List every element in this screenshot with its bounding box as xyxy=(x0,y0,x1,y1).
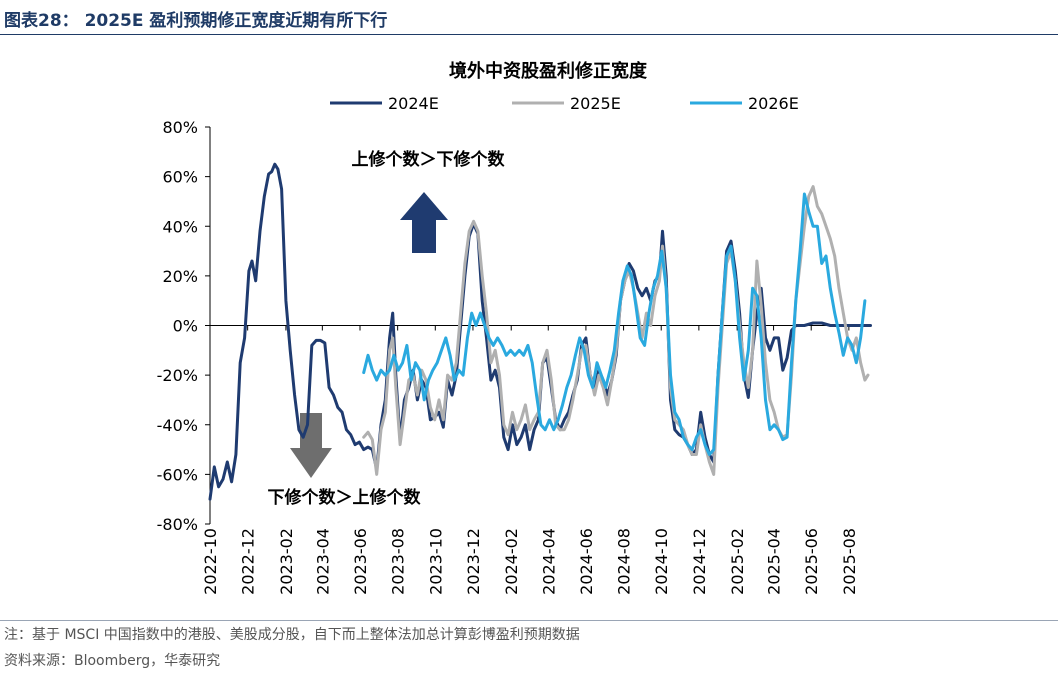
footer-divider xyxy=(0,620,1058,621)
annotation-arrows xyxy=(290,192,448,478)
source-note: 资料来源：Bloomberg，华泰研究 xyxy=(4,653,221,669)
legend: 2024E 2025E 2026E xyxy=(330,94,799,113)
x-tick-label: 2024-10 xyxy=(652,528,671,595)
x-tick-label: 2023-10 xyxy=(426,528,445,595)
footnote: 注：基于 MSCI 中国指数中的港股、美股成分股，自下而上整体法加总计算彭博盈利… xyxy=(4,627,580,643)
x-tick-label: 2025-08 xyxy=(840,528,859,595)
legend-label-2024E: 2024E xyxy=(388,94,439,113)
x-tick-label: 2023-08 xyxy=(389,528,408,595)
annotation-down: 下修个数＞上修个数 xyxy=(268,487,422,508)
legend-label-2025E: 2025E xyxy=(570,94,621,113)
x-tick-label: 2023-02 xyxy=(277,528,296,595)
chart-title: 境外中资股盈利修正宽度 xyxy=(449,60,648,82)
series-line-2024E xyxy=(208,162,872,501)
x-tick-label: 2024-04 xyxy=(539,528,558,595)
series-layer xyxy=(208,162,872,501)
y-tick-label: -40% xyxy=(157,416,198,435)
x-tick-label: 2024-12 xyxy=(690,528,709,595)
line-chart: 境外中资股盈利修正宽度 2024E 2025E 2026E 80% 60% 40% 20%… xyxy=(157,60,872,595)
y-tick-label: -80% xyxy=(157,515,198,534)
axes: 80% 60% 40% 20% 0% -20% -40% -60% -80%2022-10 202… xyxy=(157,118,868,595)
y-tick-label: 20% xyxy=(162,267,198,286)
y-tick-label: -20% xyxy=(157,366,198,385)
x-tick-label: 2025-06 xyxy=(802,528,821,595)
title-divider xyxy=(0,34,1058,35)
x-tick-label: 2023-06 xyxy=(351,528,370,595)
annotation-up: 上修个数＞下修个数 xyxy=(352,149,506,170)
y-tick-label: 40% xyxy=(162,217,198,236)
x-tick-label: 2022-12 xyxy=(239,528,258,595)
series-line-2025E xyxy=(362,185,870,476)
legend-label-2026E: 2026E xyxy=(748,94,799,113)
x-tick-label: 2024-02 xyxy=(502,528,521,595)
x-tick-label: 2025-04 xyxy=(765,528,784,595)
x-tick-label: 2022-10 xyxy=(201,528,220,595)
report-title: 图表28： 2025E 盈利预期修正宽度近期有所下行 xyxy=(4,11,388,31)
y-tick-label: 60% xyxy=(162,168,198,187)
x-tick-label: 2025-02 xyxy=(728,528,747,595)
x-tick-label: 2024-06 xyxy=(577,528,596,595)
up-arrow xyxy=(400,192,448,253)
x-tick-label: 2023-04 xyxy=(313,528,332,595)
series-line-2026E xyxy=(362,192,867,456)
down-arrow xyxy=(290,413,332,478)
x-tick-label: 2024-08 xyxy=(615,528,634,595)
y-tick-label: 80% xyxy=(162,118,198,137)
x-tick-label: 2023-12 xyxy=(464,528,483,595)
y-tick-label: -60% xyxy=(157,465,198,484)
y-tick-label: 0% xyxy=(173,317,198,336)
